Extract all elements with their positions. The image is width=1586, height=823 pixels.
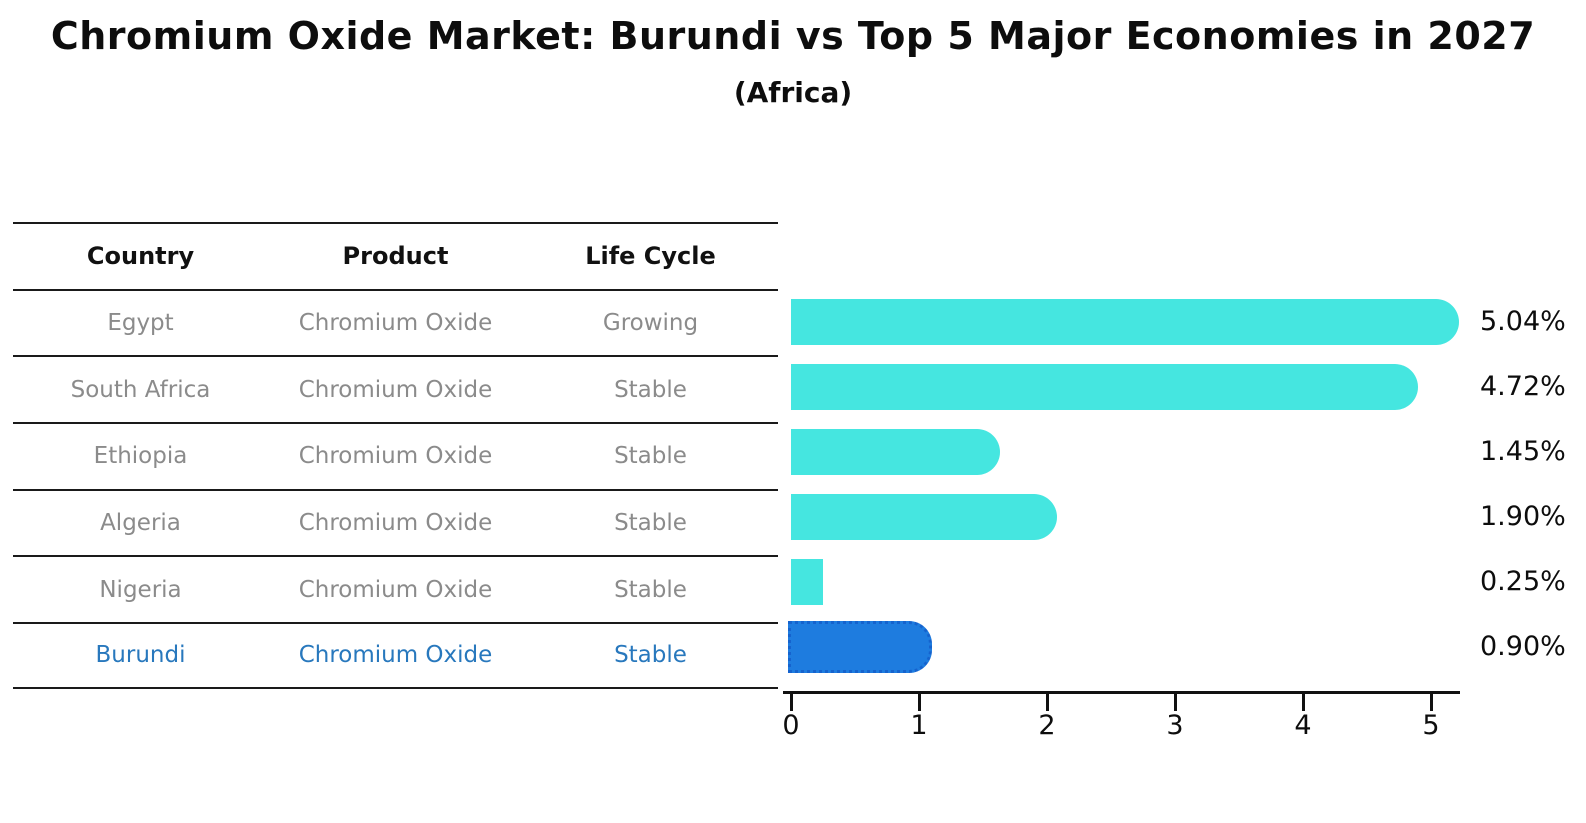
bar-egypt	[791, 299, 1459, 345]
x-axis-tick-label: 0	[782, 710, 800, 741]
x-axis-tick-label: 4	[1294, 710, 1312, 741]
column-header-product: Product	[342, 242, 449, 271]
table-row: Algeria Chromium Oxide Stable	[13, 488, 778, 556]
cell-life-cycle: Growing	[602, 310, 699, 337]
bar-value-label: 1.90%	[1480, 501, 1566, 532]
cell-product: Chromium Oxide	[298, 310, 493, 337]
table-row: Burundi Chromium Oxide Stable	[13, 622, 778, 689]
country-table: Country Product Life Cycle Egypt Chromiu…	[13, 222, 778, 689]
cell-life-cycle: Stable	[614, 376, 687, 403]
cell-product: Chromium Oxide	[298, 376, 493, 403]
chart-title: Chromium Oxide Market: Burundi vs Top 5 …	[50, 14, 1536, 58]
cell-country: Nigeria	[99, 576, 182, 603]
table-body: Egypt Chromium Oxide Growing South Afric…	[13, 288, 778, 689]
cell-product: Chromium Oxide	[298, 576, 493, 603]
x-axis-line	[783, 691, 1460, 694]
cell-country: Algeria	[100, 510, 181, 537]
x-axis-tick	[1045, 691, 1049, 711]
chart-subtitle: (Africa)	[733, 76, 853, 109]
column-header-life-cycle: Life Cycle	[585, 242, 716, 271]
bar-value-label: 5.04%	[1480, 306, 1566, 337]
x-axis-tick-label: 2	[1038, 710, 1056, 741]
cell-life-cycle: Stable	[614, 443, 687, 470]
bar-algeria	[791, 494, 1057, 540]
bar-value-label: 4.72%	[1480, 371, 1566, 402]
cell-product: Chromium Oxide	[298, 510, 493, 537]
cell-country: South Africa	[70, 376, 211, 403]
x-axis-tick	[917, 691, 921, 711]
x-axis-tick-label: 1	[910, 710, 928, 741]
table-row: South Africa Chromium Oxide Stable	[13, 355, 778, 422]
column-header-country: Country	[86, 242, 195, 271]
bar-value-label: 0.90%	[1480, 631, 1566, 662]
cell-life-cycle: Stable	[614, 510, 687, 537]
bar-south-africa	[791, 364, 1418, 410]
x-axis-tick-label: 3	[1166, 710, 1184, 741]
bar-ethiopia	[791, 429, 1000, 475]
cell-life-cycle: Stable	[614, 576, 687, 603]
table-header-row: Country Product Life Cycle	[13, 222, 778, 289]
table-row: Egypt Chromium Oxide Growing	[13, 288, 778, 356]
cell-life-cycle: Stable	[614, 642, 687, 669]
x-axis-tick	[789, 691, 793, 711]
cell-country: Burundi	[95, 642, 186, 669]
bar-burundi	[788, 621, 932, 673]
x-axis-tick	[1301, 691, 1305, 711]
bar-value-label: 0.25%	[1480, 566, 1566, 597]
bar-value-label: 1.45%	[1480, 436, 1566, 467]
cell-country: Ethiopia	[93, 443, 188, 470]
table-row: Ethiopia Chromium Oxide Stable	[13, 422, 778, 489]
bar-nigeria	[791, 559, 823, 605]
cell-country: Egypt	[107, 310, 174, 337]
table-row: Nigeria Chromium Oxide Stable	[13, 555, 778, 622]
cell-product: Chromium Oxide	[298, 642, 493, 669]
x-axis-tick-label: 5	[1422, 710, 1440, 741]
x-axis-tick	[1173, 691, 1177, 711]
x-axis-tick	[1429, 691, 1433, 711]
cell-product: Chromium Oxide	[298, 443, 493, 470]
